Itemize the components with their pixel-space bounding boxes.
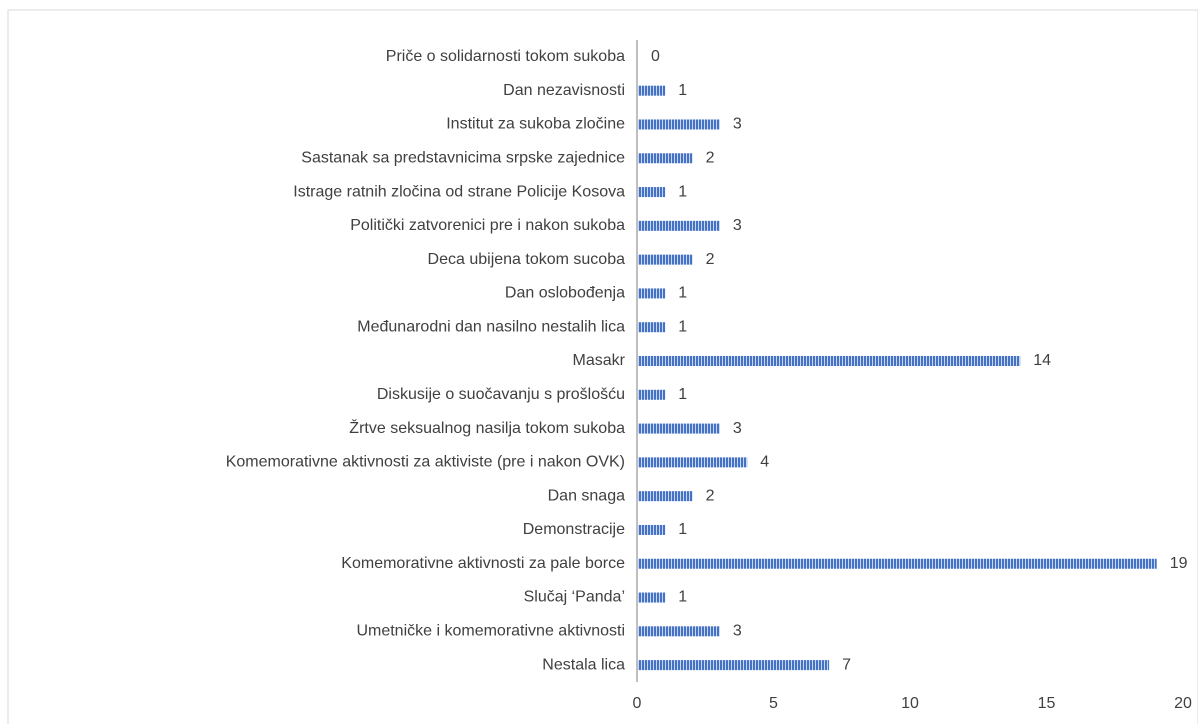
y-tick-label: Dan snaga xyxy=(548,487,625,504)
bar xyxy=(638,288,666,299)
bar xyxy=(638,254,693,265)
y-tick-label: Komemorativne aktivnosti za pale borce xyxy=(341,555,625,572)
y-tick-label: Nestala lica xyxy=(542,656,625,673)
data-label: 1 xyxy=(678,386,687,403)
bar xyxy=(638,153,693,164)
y-tick-label: Deca ubijena tokom sucoba xyxy=(428,251,626,268)
data-label: 1 xyxy=(678,589,687,606)
data-label: 2 xyxy=(706,149,715,166)
data-label: 1 xyxy=(678,318,687,335)
data-label: 1 xyxy=(678,183,687,200)
data-label: 2 xyxy=(706,487,715,504)
data-label: 4 xyxy=(760,454,769,471)
y-tick-label: Demonstracije xyxy=(523,521,625,538)
x-tick-label: 10 xyxy=(901,695,919,712)
data-label: 0 xyxy=(651,48,660,65)
bar xyxy=(638,423,720,434)
bar xyxy=(638,322,666,333)
y-tick-label: Slučaj ‘Panda’ xyxy=(524,589,625,606)
data-label: 3 xyxy=(733,623,742,640)
bar xyxy=(638,220,720,231)
bar xyxy=(638,491,693,502)
chart-border xyxy=(7,9,1198,724)
y-tick-label: Komemorativne aktivnosti za aktiviste (p… xyxy=(226,454,625,471)
y-tick-label: Diskusije o suočavanju s prošlošću xyxy=(377,386,625,403)
bar xyxy=(638,119,720,130)
data-label: 1 xyxy=(678,285,687,302)
data-label: 7 xyxy=(842,656,851,673)
bar xyxy=(638,389,666,400)
y-tick-label: Istrage ratnih zločina od strane Policij… xyxy=(293,183,625,200)
bar xyxy=(638,592,666,603)
y-tick-label: Umetničke i komemorativne aktivnosti xyxy=(356,623,625,640)
data-label: 1 xyxy=(678,521,687,538)
x-tick-label: 20 xyxy=(1174,695,1192,712)
bar xyxy=(638,85,666,96)
y-tick-label: Priče o solidarnosti tokom sukoba xyxy=(386,48,625,65)
y-tick-label: Dan oslobođenja xyxy=(505,285,625,302)
bar xyxy=(638,626,720,637)
data-label: 2 xyxy=(706,251,715,268)
x-tick-label: 5 xyxy=(769,695,778,712)
data-label: 14 xyxy=(1033,352,1051,369)
data-label: 3 xyxy=(733,420,742,437)
y-tick-label: Politički zatvorenici pre i nakon sukoba xyxy=(350,217,625,234)
data-label: 3 xyxy=(733,217,742,234)
x-tick-label: 15 xyxy=(1038,695,1056,712)
data-label: 19 xyxy=(1170,555,1188,572)
bar xyxy=(638,187,666,198)
data-label: 1 xyxy=(678,82,687,99)
y-tick-label: Međunarodni dan nasilno nestalih lica xyxy=(357,318,625,335)
bar xyxy=(638,356,1021,366)
y-tick-label: Institut za sukoba zločine xyxy=(446,116,625,133)
data-label: 3 xyxy=(733,116,742,133)
bar xyxy=(638,558,1157,569)
x-tick-label: 0 xyxy=(633,695,642,712)
y-tick-label: Sastanak sa predstavnicima srpske zajedn… xyxy=(301,149,625,166)
y-tick-label: Masakr xyxy=(573,352,626,369)
y-tick-label: Dan nezavisnosti xyxy=(503,82,625,99)
bar xyxy=(638,524,666,535)
y-tick-label: Žrtve seksualnog nasilja tokom sukoba xyxy=(349,418,625,437)
bar xyxy=(638,660,830,671)
bar xyxy=(638,457,748,468)
